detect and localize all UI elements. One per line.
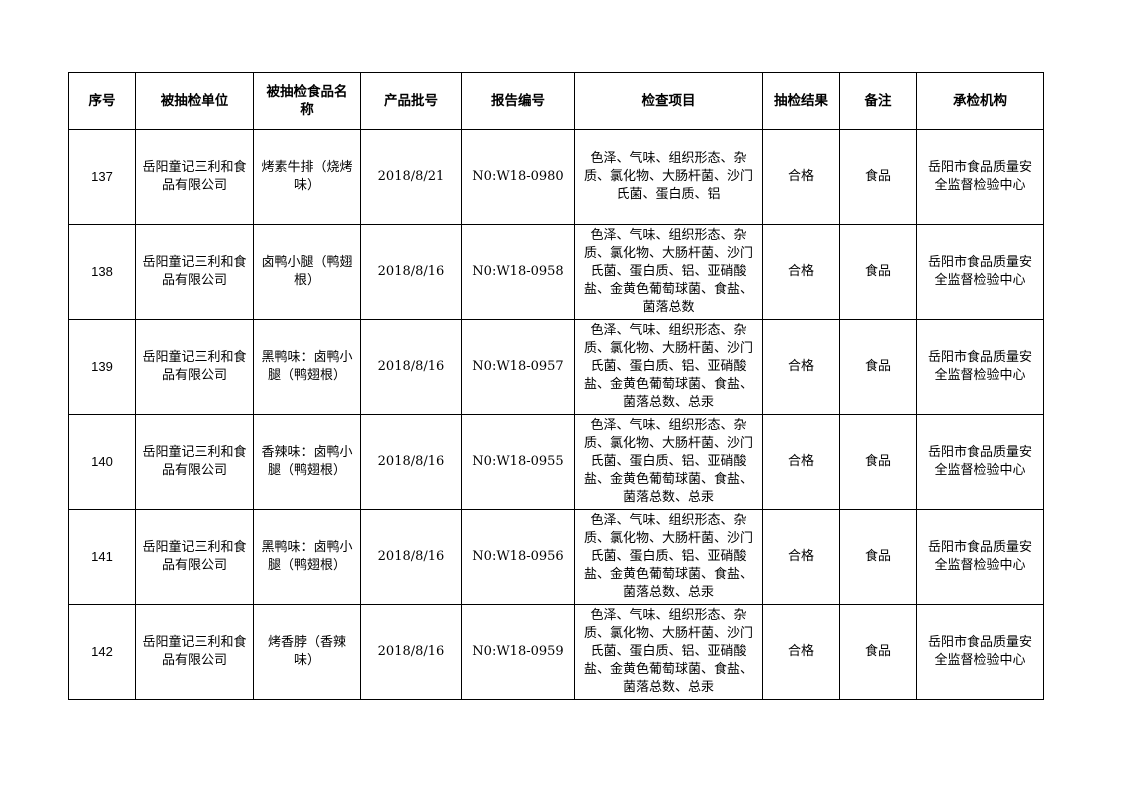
cell-seq: 140	[68, 414, 136, 510]
cell-items: 色泽、气味、组织形态、杂质、氯化物、大肠杆菌、沙门氏菌、蛋白质、铝、亚硝酸盐、金…	[574, 509, 763, 605]
header-result: 抽检结果	[762, 72, 840, 130]
cell-note: 食品	[839, 604, 917, 700]
cell-items: 色泽、气味、组织形态、杂质、氯化物、大肠杆菌、沙门氏菌、蛋白质、铝、亚硝酸盐、金…	[574, 319, 763, 415]
cell-agency: 岳阳市食品质量安全监督检验中心	[916, 319, 1044, 415]
header-unit: 被抽检单位	[135, 72, 254, 130]
cell-report: N0:W18-0955	[461, 414, 575, 510]
inspection-table: 序号 被抽检单位 被抽检食品名称 产品批号 报告编号 检查项目 抽检结果 备注 …	[68, 72, 1044, 700]
cell-result: 合格	[762, 509, 840, 605]
cell-report: N0:W18-0957	[461, 319, 575, 415]
header-items: 检查项目	[574, 72, 763, 130]
cell-items: 色泽、气味、组织形态、杂质、氯化物、大肠杆菌、沙门氏菌、蛋白质、铝、亚硝酸盐、金…	[574, 604, 763, 700]
cell-food: 黑鸭味：卤鸭小腿（鸭翅根）	[253, 319, 361, 415]
table-row: 142 岳阳童记三利和食品有限公司 烤香脖（香辣味） 2018/8/16 N0:W18-…	[68, 604, 1044, 700]
cell-note: 食品	[839, 129, 917, 225]
cell-batch: 2018/8/16	[360, 414, 462, 510]
cell-result: 合格	[762, 129, 840, 225]
cell-unit: 岳阳童记三利和食品有限公司	[135, 129, 254, 225]
cell-batch: 2018/8/21	[360, 129, 462, 225]
cell-note: 食品	[839, 319, 917, 415]
cell-agency: 岳阳市食品质量安全监督检验中心	[916, 224, 1044, 320]
table-row: 138 岳阳童记三利和食品有限公司 卤鸭小腿（鸭翅根） 2018/8/16 N0:W18…	[68, 224, 1044, 320]
cell-note: 食品	[839, 509, 917, 605]
cell-seq: 141	[68, 509, 136, 605]
cell-report: N0:W18-0958	[461, 224, 575, 320]
cell-food: 卤鸭小腿（鸭翅根）	[253, 224, 361, 320]
cell-report: N0:W18-0980	[461, 129, 575, 225]
header-row: 序号 被抽检单位 被抽检食品名称 产品批号 报告编号 检查项目 抽检结果 备注 …	[68, 72, 1044, 130]
cell-unit: 岳阳童记三利和食品有限公司	[135, 414, 254, 510]
cell-report: N0:W18-0959	[461, 604, 575, 700]
cell-note: 食品	[839, 224, 917, 320]
cell-agency: 岳阳市食品质量安全监督检验中心	[916, 509, 1044, 605]
header-note: 备注	[839, 72, 917, 130]
cell-seq: 142	[68, 604, 136, 700]
cell-food: 黑鸭味：卤鸭小腿（鸭翅根）	[253, 509, 361, 605]
cell-result: 合格	[762, 224, 840, 320]
cell-seq: 139	[68, 319, 136, 415]
header-batch: 产品批号	[360, 72, 462, 130]
cell-batch: 2018/8/16	[360, 509, 462, 605]
cell-agency: 岳阳市食品质量安全监督检验中心	[916, 414, 1044, 510]
table-row: 140 岳阳童记三利和食品有限公司 香辣味：卤鸭小腿（鸭翅根） 2018/8/16 N0…	[68, 414, 1044, 510]
cell-items: 色泽、气味、组织形态、杂质、氯化物、大肠杆菌、沙门氏菌、蛋白质、铝	[574, 129, 763, 225]
cell-unit: 岳阳童记三利和食品有限公司	[135, 224, 254, 320]
cell-note: 食品	[839, 414, 917, 510]
header-seq: 序号	[68, 72, 136, 130]
table-row: 137 岳阳童记三利和食品有限公司 烤素牛排（烧烤味） 2018/8/21 N0:W18…	[68, 129, 1044, 225]
table-row: 141 岳阳童记三利和食品有限公司 黑鸭味：卤鸭小腿（鸭翅根） 2018/8/16 N0…	[68, 509, 1044, 605]
cell-agency: 岳阳市食品质量安全监督检验中心	[916, 604, 1044, 700]
cell-batch: 2018/8/16	[360, 319, 462, 415]
cell-batch: 2018/8/16	[360, 224, 462, 320]
cell-unit: 岳阳童记三利和食品有限公司	[135, 509, 254, 605]
cell-seq: 138	[68, 224, 136, 320]
cell-unit: 岳阳童记三利和食品有限公司	[135, 604, 254, 700]
cell-report: N0:W18-0956	[461, 509, 575, 605]
table-row: 139 岳阳童记三利和食品有限公司 黑鸭味：卤鸭小腿（鸭翅根） 2018/8/16 N0…	[68, 319, 1044, 415]
cell-result: 合格	[762, 604, 840, 700]
header-food: 被抽检食品名称	[253, 72, 361, 130]
cell-items: 色泽、气味、组织形态、杂质、氯化物、大肠杆菌、沙门氏菌、蛋白质、铝、亚硝酸盐、金…	[574, 414, 763, 510]
cell-result: 合格	[762, 414, 840, 510]
cell-unit: 岳阳童记三利和食品有限公司	[135, 319, 254, 415]
cell-seq: 137	[68, 129, 136, 225]
header-agency: 承检机构	[916, 72, 1044, 130]
cell-result: 合格	[762, 319, 840, 415]
cell-food: 香辣味：卤鸭小腿（鸭翅根）	[253, 414, 361, 510]
cell-batch: 2018/8/16	[360, 604, 462, 700]
cell-food: 烤香脖（香辣味）	[253, 604, 361, 700]
cell-agency: 岳阳市食品质量安全监督检验中心	[916, 129, 1044, 225]
cell-items: 色泽、气味、组织形态、杂质、氯化物、大肠杆菌、沙门氏菌、蛋白质、铝、亚硝酸盐、金…	[574, 224, 763, 320]
cell-food: 烤素牛排（烧烤味）	[253, 129, 361, 225]
header-report: 报告编号	[461, 72, 575, 130]
